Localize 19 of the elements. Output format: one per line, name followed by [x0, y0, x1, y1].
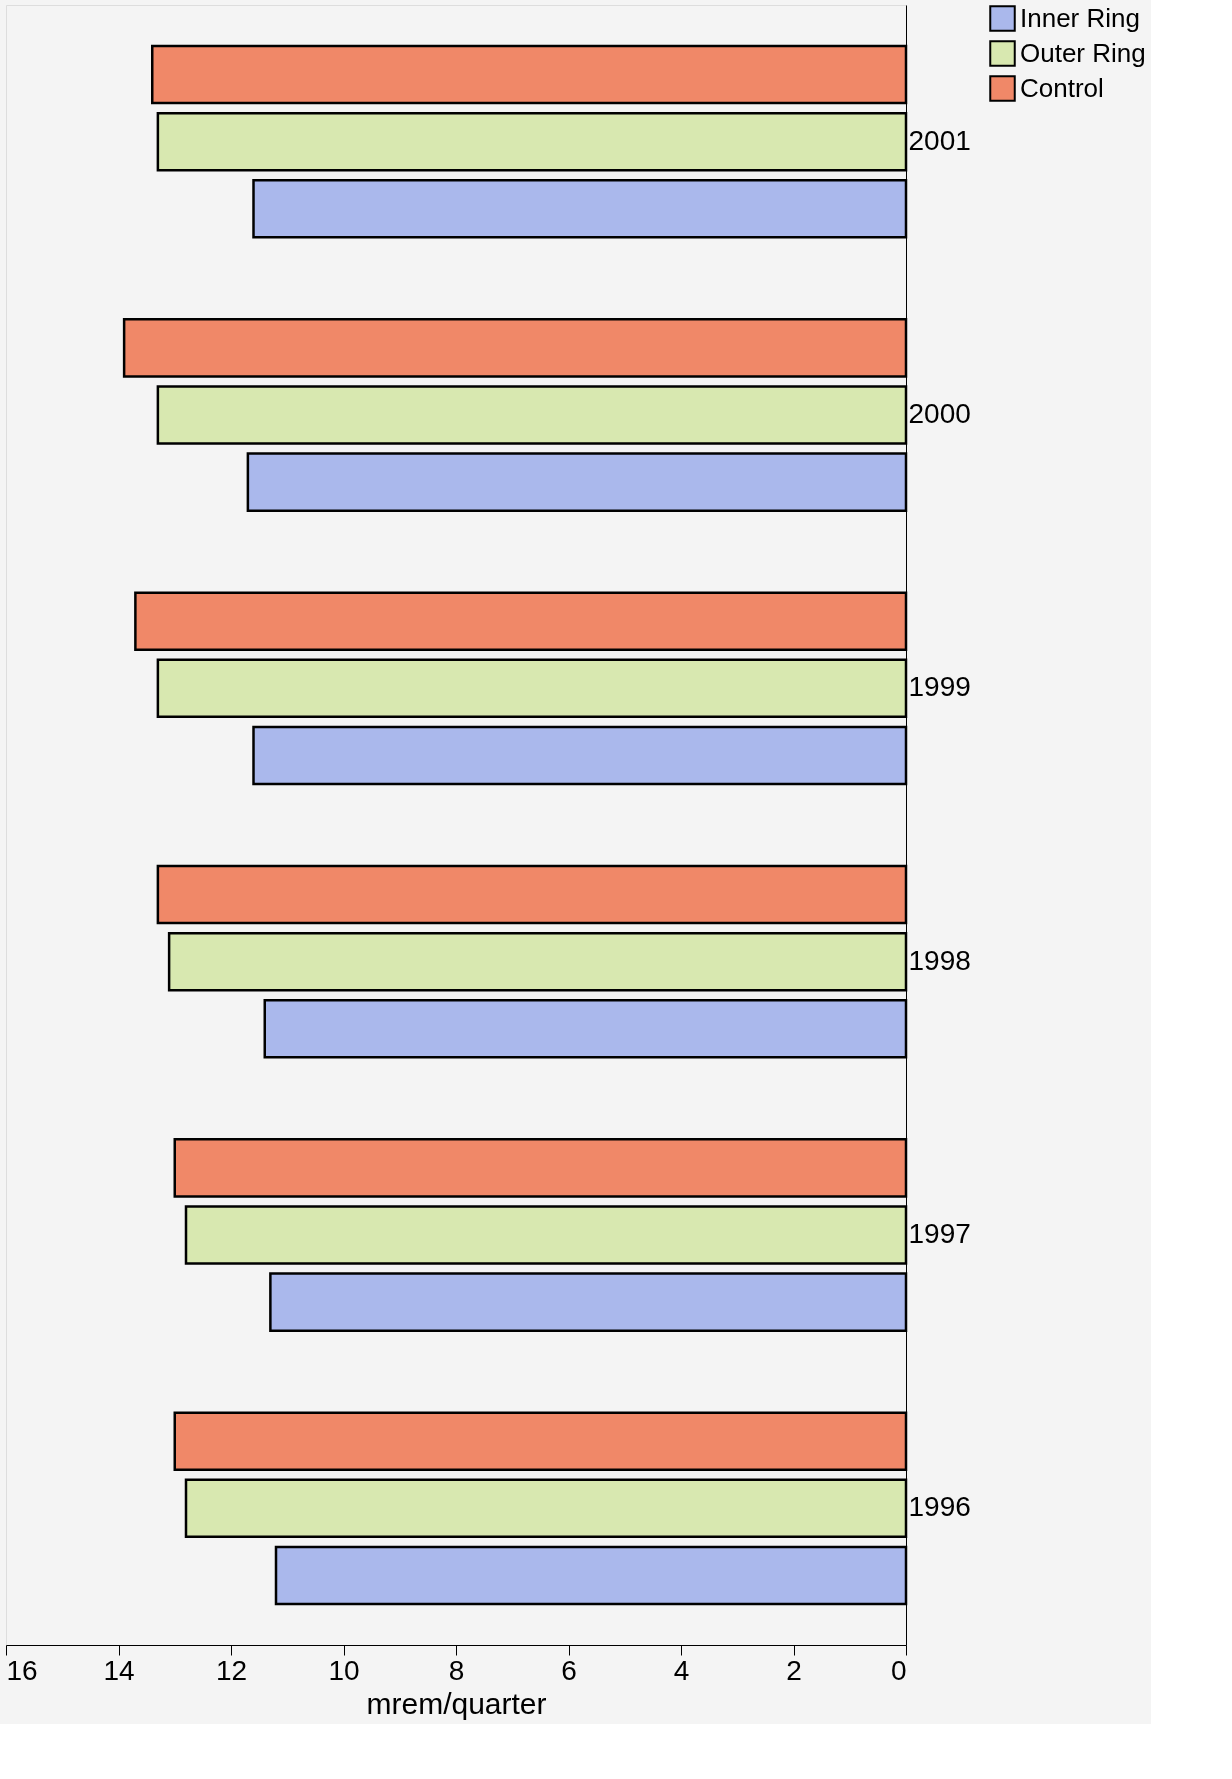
x-tick-label: 12 — [215, 1654, 248, 1686]
legend-label: Inner Ring — [1020, 2, 1140, 33]
x-tick-label: 10 — [328, 1654, 360, 1686]
x-tick-label: 0 — [890, 1654, 907, 1686]
y-tick-label: 1999 — [908, 671, 971, 703]
y-tick-label: 1997 — [908, 1218, 971, 1249]
legend-label: Control — [1020, 72, 1104, 103]
y-tick-label: 1998 — [908, 944, 971, 976]
x-axis-title: mrem/quarter — [366, 1686, 547, 1720]
x-tick-label: 16 — [6, 1654, 38, 1686]
x-tick-label: 6 — [561, 1654, 577, 1686]
x-tick-label: 4 — [673, 1654, 690, 1686]
legend-label: Outer Ring — [1020, 37, 1146, 68]
x-tick-label: 14 — [103, 1654, 135, 1686]
y-tick-label: 2000 — [908, 398, 971, 429]
y-tick-label: 1996 — [908, 1491, 971, 1523]
x-tick-label: 8 — [448, 1654, 465, 1686]
y-tick-label: 2001 — [908, 124, 971, 156]
x-tick-label: 2 — [786, 1654, 802, 1686]
